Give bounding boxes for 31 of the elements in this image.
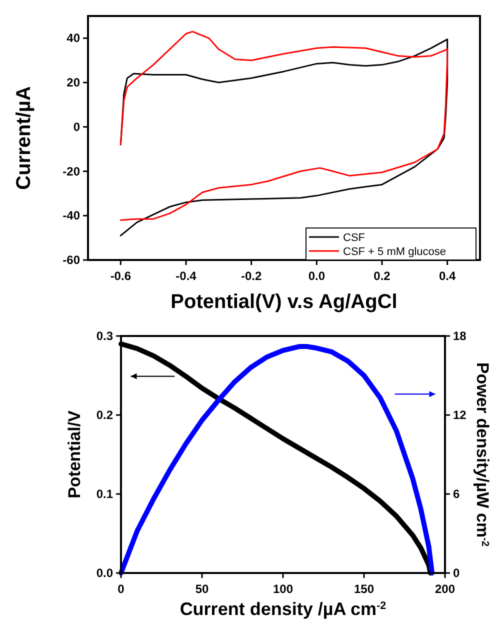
x-tick-label: 0.2 (374, 269, 391, 283)
legend-label: CSF (343, 232, 366, 244)
y-tick-label: -60 (62, 253, 80, 267)
x-tick-label: 200 (434, 582, 456, 596)
y2-tick-label: 12 (453, 408, 467, 422)
x-tick-label: 150 (354, 582, 374, 596)
y-tick-label: 40 (66, 31, 80, 46)
x-tick-label: 0 (118, 582, 125, 596)
x-tick-label: -0.4 (176, 269, 197, 283)
y-tick-label: 0.1 (96, 487, 114, 501)
y-tick-label: 0 (73, 120, 80, 134)
y2-tick-label: 18 (453, 329, 467, 343)
x-tick-label: -0.6 (110, 269, 132, 283)
y-tick-label: 0.3 (96, 329, 114, 343)
y-axis-title: Current/µA (13, 86, 35, 190)
y-tick-label: -20 (62, 164, 80, 178)
x-tick-label: 0.0 (308, 269, 326, 283)
x-axis-title: Current density /µA cm$^{-2}$ (180, 599, 386, 619)
x-tick-label: 0.4 (438, 269, 456, 283)
y-tick-label: 0.0 (96, 566, 114, 580)
x-axis-title: Potential(V) v.s Ag/AgCl (170, 291, 398, 313)
y-tick-label: 0.2 (96, 408, 114, 422)
x-tick-label: -0.2 (240, 269, 262, 283)
y2-tick-label: 6 (453, 487, 460, 501)
x-tick-label: 50 (195, 582, 209, 596)
y2-tick-label: 0 (453, 566, 460, 580)
y-tick-label: -40 (62, 208, 80, 223)
x-tick-label: 100 (272, 582, 294, 596)
legend-label: CSF + 5 mM glucose (343, 246, 446, 258)
y-tick-label: 20 (66, 76, 80, 90)
y-axis-title: Potential/V (65, 410, 84, 498)
